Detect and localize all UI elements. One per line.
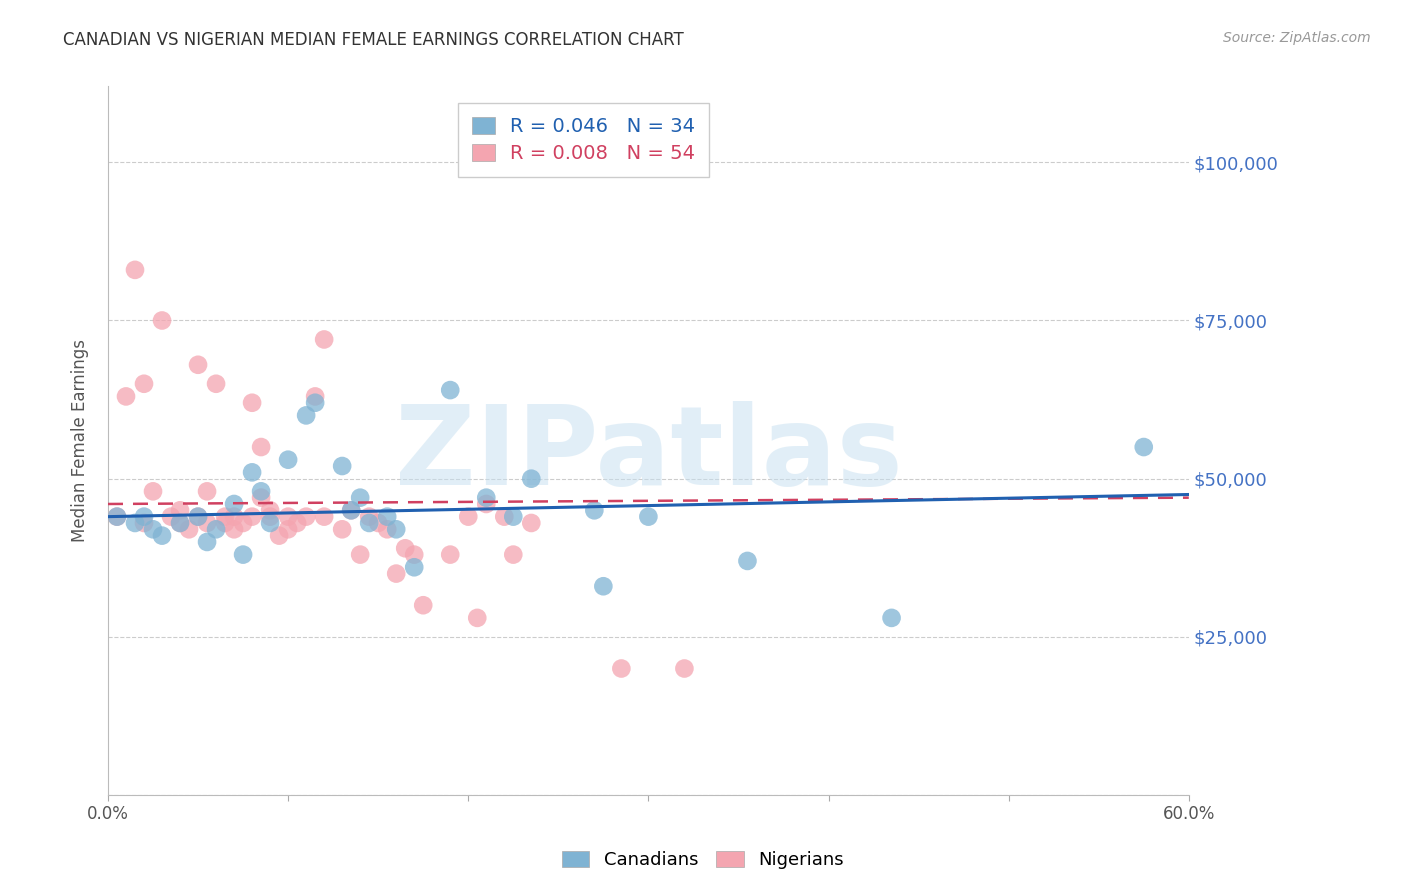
Point — [232, 548, 254, 562]
Point — [314, 509, 336, 524]
Point — [394, 541, 416, 556]
Point — [259, 509, 281, 524]
Point — [124, 516, 146, 530]
Point — [404, 560, 426, 574]
Point — [583, 503, 606, 517]
Point — [214, 516, 236, 530]
Point — [385, 566, 408, 581]
Point — [610, 661, 633, 675]
Point — [412, 599, 434, 613]
Point — [737, 554, 759, 568]
Legend: R = 0.046   N = 34, R = 0.008   N = 54: R = 0.046 N = 34, R = 0.008 N = 54 — [458, 103, 709, 177]
Point — [439, 548, 461, 562]
Point — [295, 409, 318, 423]
Point — [520, 516, 543, 530]
Point — [359, 509, 381, 524]
Point — [259, 516, 281, 530]
Point — [502, 548, 524, 562]
Point — [205, 376, 228, 391]
Point — [880, 611, 903, 625]
Point — [502, 509, 524, 524]
Point — [240, 396, 263, 410]
Point — [475, 491, 498, 505]
Point — [142, 522, 165, 536]
Point — [359, 516, 381, 530]
Point — [367, 516, 389, 530]
Point — [240, 466, 263, 480]
Point — [269, 528, 291, 542]
Point — [222, 497, 245, 511]
Point — [277, 509, 299, 524]
Point — [637, 509, 659, 524]
Point — [187, 509, 209, 524]
Text: CANADIAN VS NIGERIAN MEDIAN FEMALE EARNINGS CORRELATION CHART: CANADIAN VS NIGERIAN MEDIAN FEMALE EARNI… — [63, 31, 685, 49]
Point — [150, 528, 173, 542]
Point — [169, 503, 191, 517]
Point — [169, 516, 191, 530]
Point — [132, 376, 155, 391]
Text: ZIPatlas: ZIPatlas — [395, 401, 903, 508]
Point — [132, 509, 155, 524]
Point — [304, 396, 326, 410]
Point — [232, 516, 254, 530]
Point — [375, 522, 398, 536]
Point — [475, 497, 498, 511]
Point — [375, 509, 398, 524]
Point — [214, 509, 236, 524]
Point — [314, 333, 336, 347]
Point — [277, 452, 299, 467]
Point — [340, 503, 363, 517]
Legend: Canadians, Nigerians: Canadians, Nigerians — [554, 842, 852, 879]
Point — [592, 579, 614, 593]
Point — [404, 548, 426, 562]
Point — [349, 491, 371, 505]
Point — [295, 509, 318, 524]
Point — [330, 458, 353, 473]
Point — [195, 484, 218, 499]
Point — [340, 503, 363, 517]
Point — [205, 522, 228, 536]
Point — [160, 509, 183, 524]
Point — [304, 389, 326, 403]
Point — [465, 611, 488, 625]
Point — [494, 509, 516, 524]
Point — [105, 509, 128, 524]
Point — [385, 522, 408, 536]
Point — [115, 389, 138, 403]
Point — [105, 509, 128, 524]
Point — [1132, 440, 1154, 454]
Point — [132, 516, 155, 530]
Text: Source: ZipAtlas.com: Source: ZipAtlas.com — [1223, 31, 1371, 45]
Point — [250, 491, 273, 505]
Point — [330, 522, 353, 536]
Point — [240, 509, 263, 524]
Point — [349, 548, 371, 562]
Point — [277, 522, 299, 536]
Point — [439, 383, 461, 397]
Point — [195, 535, 218, 549]
Point — [222, 509, 245, 524]
Y-axis label: Median Female Earnings: Median Female Earnings — [72, 339, 89, 542]
Point — [250, 484, 273, 499]
Point — [520, 472, 543, 486]
Point — [150, 313, 173, 327]
Point — [187, 358, 209, 372]
Point — [673, 661, 696, 675]
Point — [195, 516, 218, 530]
Point — [142, 484, 165, 499]
Point — [124, 263, 146, 277]
Point — [457, 509, 479, 524]
Point — [259, 503, 281, 517]
Point — [169, 516, 191, 530]
Point — [222, 522, 245, 536]
Point — [177, 522, 200, 536]
Point — [187, 509, 209, 524]
Point — [250, 440, 273, 454]
Point — [285, 516, 308, 530]
